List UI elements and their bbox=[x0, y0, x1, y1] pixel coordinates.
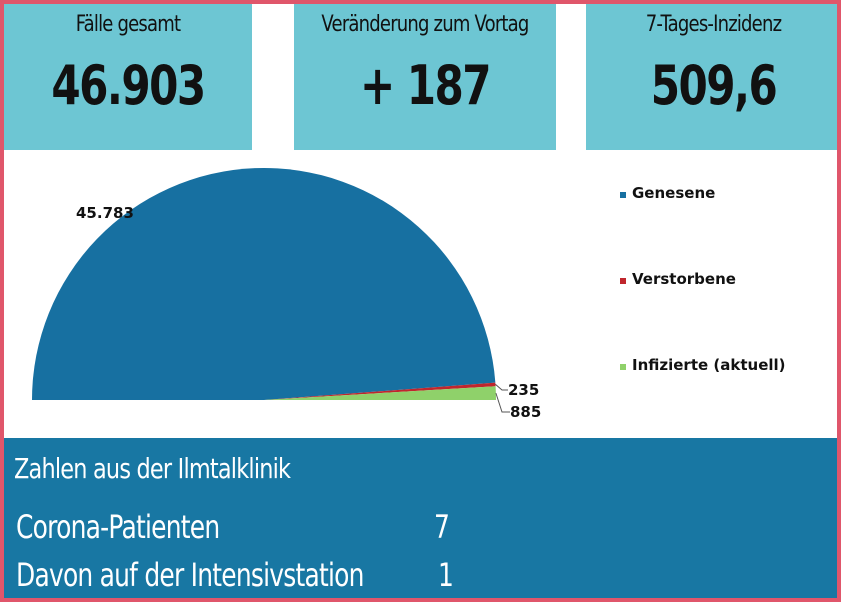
clinic-title: Zahlen aus der Ilmtalklinik bbox=[14, 452, 291, 485]
pie-slice-1 bbox=[264, 382, 496, 400]
card-total-cases-label: Fälle gesamt bbox=[75, 12, 181, 37]
clinic-panel: Zahlen aus der Ilmtalklinik Corona-Patie… bbox=[4, 438, 837, 598]
legend-swatch-1 bbox=[620, 278, 626, 284]
legend-label-2: Infizierte (aktuell) bbox=[632, 356, 786, 374]
card-total-cases-value: 46.903 bbox=[51, 54, 206, 117]
legend-label-0: Genesene bbox=[632, 184, 715, 202]
legend-label-1: Verstorbene bbox=[632, 270, 736, 288]
legend-swatch-2 bbox=[620, 364, 626, 370]
leader-line-2 bbox=[495, 392, 510, 413]
card-change-prev-day: Veränderung zum Vortag + 187 bbox=[294, 4, 556, 150]
legend-swatch-0 bbox=[620, 192, 626, 198]
pie-data-label-0: 45.783 bbox=[76, 204, 134, 222]
pie-slice-0 bbox=[31, 167, 496, 400]
pie-slice-2 bbox=[264, 386, 496, 400]
card-total-cases: Fälle gesamt 46.903 bbox=[4, 4, 252, 150]
cases-pie-chart: 45.783 235 885 Genesene Verstorbene Infiziert… bbox=[31, 167, 786, 421]
card-change-prev-day-label: Veränderung zum Vortag bbox=[321, 12, 529, 37]
clinic-row-label-icu: Davon auf der Intensivstation bbox=[16, 556, 364, 594]
card-incidence-label: 7-Tages-Inzidenz bbox=[645, 12, 782, 37]
card-incidence: 7-Tages-Inzidenz 509,6 bbox=[586, 4, 837, 150]
clinic-row-value-corona-patients: 7 bbox=[434, 508, 450, 546]
pie-data-label-2: 885 bbox=[510, 403, 541, 421]
clinic-row-value-icu: 1 bbox=[438, 556, 454, 594]
pie-data-label-1: 235 bbox=[508, 381, 539, 399]
card-incidence-value: 509,6 bbox=[650, 54, 778, 117]
leader-line-1 bbox=[495, 384, 508, 391]
clinic-row-label-corona-patients: Corona-Patienten bbox=[16, 508, 220, 546]
card-change-prev-day-value: + 187 bbox=[359, 54, 492, 117]
